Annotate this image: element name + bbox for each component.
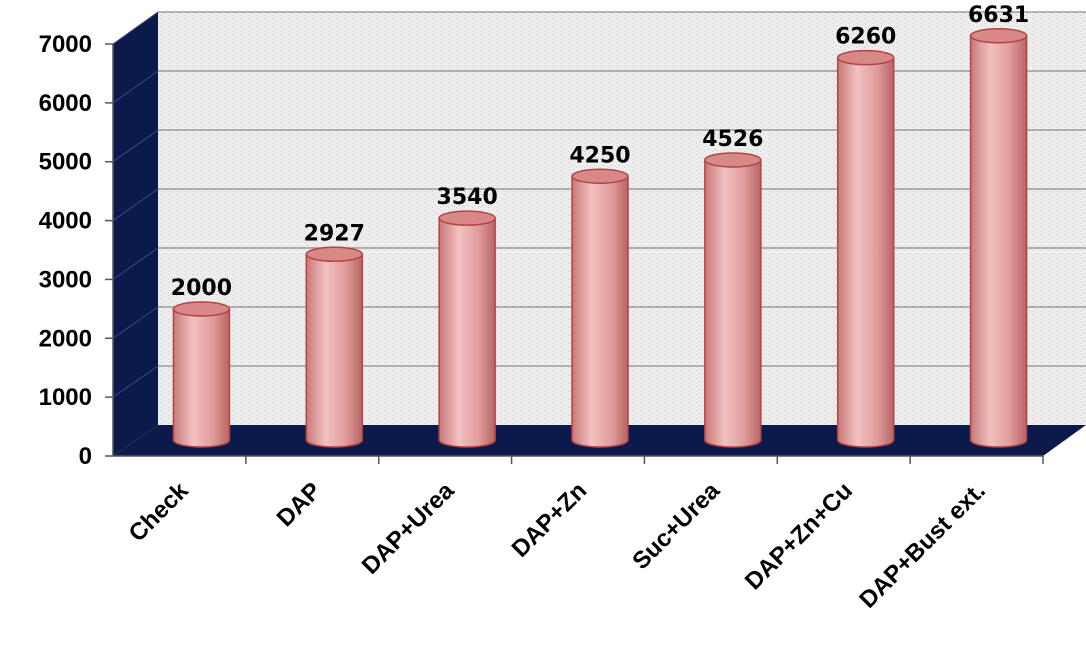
data-label: 4250 xyxy=(569,143,630,168)
gridline-side xyxy=(112,70,159,104)
bar-top xyxy=(438,210,496,226)
data-label: 6260 xyxy=(835,25,896,50)
bar xyxy=(704,152,762,448)
data-label: 2927 xyxy=(304,221,365,246)
bar-top xyxy=(836,49,895,66)
bar xyxy=(969,28,1028,448)
data-label: 2000 xyxy=(171,276,232,301)
bar-body xyxy=(438,217,496,448)
bar xyxy=(836,49,895,448)
y-tick-label: 0 xyxy=(79,443,92,470)
bar xyxy=(438,210,496,448)
bar-body xyxy=(571,175,629,448)
bars: 2000 2927 3540 4250 4526 6260 6631 xyxy=(171,3,1029,448)
x-tick-label: Suc+Urea xyxy=(627,477,725,575)
bar-body xyxy=(969,35,1028,448)
gridline-side xyxy=(112,365,159,398)
y-tick-label: 3000 xyxy=(39,266,92,293)
data-label: 4526 xyxy=(702,127,763,152)
bar xyxy=(571,168,629,448)
x-tick-label: DAP+Bust ext. xyxy=(854,477,991,614)
x-tick-label: DAP+Urea xyxy=(357,477,460,580)
y-tick-label: 5000 xyxy=(39,149,92,176)
bar-top xyxy=(571,168,629,184)
x-tick-label: DAP+Zn xyxy=(507,477,593,563)
bar-top xyxy=(969,28,1028,44)
y-tick-label: 6000 xyxy=(39,90,92,117)
y-tick-label: 1000 xyxy=(39,384,92,411)
bar-body xyxy=(704,159,762,448)
x-tick-label: DAP xyxy=(272,477,327,532)
bar xyxy=(305,246,364,448)
bar-body xyxy=(305,253,364,448)
bar xyxy=(172,301,231,448)
bar-body xyxy=(172,308,231,448)
y-tick-label: 2000 xyxy=(39,325,92,352)
bar-top xyxy=(305,246,364,263)
bar-top xyxy=(172,301,231,317)
bar-top xyxy=(704,152,762,168)
gridline-side xyxy=(112,11,159,45)
bar-body xyxy=(836,56,895,448)
y-tick-label: 7000 xyxy=(39,31,92,58)
data-label: 6631 xyxy=(968,3,1029,28)
x-tick-label: Check xyxy=(124,477,194,547)
gridline-side xyxy=(112,247,159,280)
x-tick-label: DAP+Zn+Cu xyxy=(740,477,858,595)
side-wall xyxy=(113,12,158,456)
gridline-side xyxy=(112,188,159,221)
data-label: 3540 xyxy=(437,185,498,210)
gridline-side xyxy=(112,306,159,339)
y-tick-label: 4000 xyxy=(39,208,92,235)
gridline-side xyxy=(112,129,159,163)
